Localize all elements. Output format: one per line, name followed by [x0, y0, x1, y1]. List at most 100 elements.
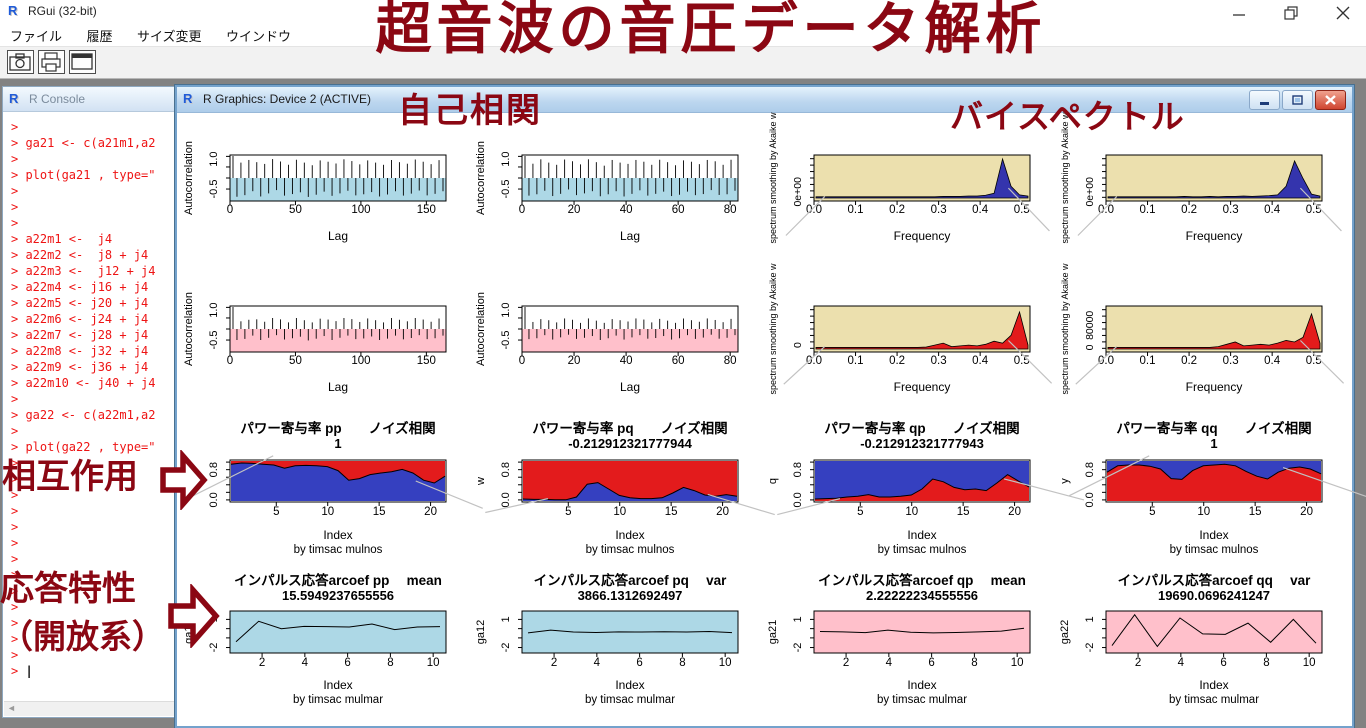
menu-history[interactable]: 履歴 [86, 29, 113, 44]
svg-text:5: 5 [1149, 506, 1155, 518]
svg-text:8: 8 [971, 657, 977, 669]
svg-text:by timsac mulmar: by timsac mulmar [1169, 694, 1259, 706]
svg-text:2: 2 [1135, 657, 1141, 669]
svg-text:0.5: 0.5 [1014, 204, 1030, 216]
svg-text:Frequency: Frequency [894, 380, 951, 394]
console-line: > [11, 200, 19, 214]
svg-text:1: 1 [792, 616, 804, 622]
text-cursor: | [25, 664, 33, 678]
graphics-close-button[interactable] [1315, 90, 1346, 110]
svg-text:インパルス応答arcoef qq var: インパルス応答arcoef qq var [1118, 572, 1312, 588]
menu-bar: ファイル 履歴 サイズ変更 ウインドウ [0, 22, 1366, 46]
svg-text:0.0: 0.0 [208, 492, 220, 507]
console-line: > ga22 <- c(a22m1,a2 [11, 408, 156, 422]
scroll-left-arrow-icon[interactable]: ◄ [4, 702, 19, 715]
plot-impulse-pq: インパルス応答arcoef pq var 3866.1312692497 1 -2 ga… [470, 567, 762, 725]
svg-text:-2: -2 [208, 643, 220, 653]
plot-power-qp: パワー寄与率 qp ノイズ相関 -0.212912321777943 0.8 0.0 q… [762, 415, 1085, 567]
close-button[interactable] [1320, 0, 1366, 26]
svg-text:ga12: ga12 [475, 620, 487, 644]
svg-text:Lag: Lag [328, 380, 348, 394]
svg-text:0.3: 0.3 [931, 355, 947, 367]
console-line: > plot(ga22 , type=" [11, 440, 156, 454]
console-line: > [11, 584, 19, 598]
svg-text:-0.212912321777943: -0.212912321777943 [860, 436, 984, 451]
svg-text:Index: Index [323, 528, 352, 542]
overlay-response-label: 応答特性 [0, 570, 136, 608]
console-line: > a22m10 <- j40 + j4 [11, 376, 156, 390]
svg-text:-0.5: -0.5 [500, 331, 512, 350]
console-line: > [11, 536, 19, 550]
plot-bispectrum-21: 0 spectrum smoothing by Akaike w 0.0 0.1 0.2… [762, 263, 1054, 413]
close-icon [1336, 6, 1350, 20]
svg-text:by timsac mulnos: by timsac mulnos [586, 544, 675, 556]
console-hscrollbar[interactable]: ◄ [4, 701, 175, 716]
svg-text:1: 1 [334, 436, 341, 451]
svg-text:0.3: 0.3 [931, 204, 947, 216]
print-button[interactable] [38, 50, 65, 74]
console-line: > [11, 632, 19, 646]
svg-text:8: 8 [679, 657, 685, 669]
restore-button[interactable] [1268, 0, 1314, 26]
menu-file[interactable]: ファイル [10, 29, 63, 44]
svg-text:Index: Index [1199, 678, 1228, 692]
svg-text:spectrum smoothing by Akaike w: spectrum smoothing by Akaike w [1060, 263, 1070, 395]
svg-text:60: 60 [672, 355, 685, 367]
svg-text:Frequency: Frequency [894, 229, 951, 243]
plot-bispectrum-22: 80000 0 spectrum smoothing by Akaike w 0.0 0… [1054, 263, 1346, 413]
svg-text:15: 15 [373, 506, 386, 518]
svg-text:by timsac mulmar: by timsac mulmar [585, 694, 675, 706]
svg-text:80: 80 [724, 204, 737, 216]
console-output[interactable]: > > ga21 <- c(a21m1,a2 > > plot(ga21 , type… [3, 111, 532, 700]
graphics-title-text: R Graphics: Device 2 (ACTIVE) [203, 92, 372, 106]
svg-text:4: 4 [886, 657, 893, 669]
svg-text:Index: Index [907, 678, 936, 692]
menu-windows[interactable]: ウインドウ [226, 29, 292, 44]
svg-text:ga21: ga21 [767, 620, 779, 644]
svg-text:3866.1312692497: 3866.1312692497 [578, 588, 683, 603]
graphics-titlebar[interactable]: R R Graphics: Device 2 (ACTIVE) [177, 87, 1352, 113]
console-line: > [11, 520, 19, 534]
svg-text:Autocorrelation: Autocorrelation [475, 292, 487, 366]
svg-text:60: 60 [672, 204, 685, 216]
svg-text:-0.5: -0.5 [208, 331, 220, 350]
overlay-main-title: 超音波の音圧データ解析 [375, 0, 1047, 60]
graphics-restore-button[interactable] [1282, 90, 1313, 110]
console-line: > [11, 600, 19, 614]
console-line: > a22m8 <- j32 + j4 [11, 344, 149, 358]
svg-text:10: 10 [905, 506, 918, 518]
svg-text:80000: 80000 [1084, 311, 1096, 340]
svg-text:Index: Index [907, 528, 936, 542]
svg-text:ga22: ga22 [1059, 620, 1071, 644]
svg-text:-2: -2 [1084, 643, 1096, 653]
menu-resize[interactable]: サイズ変更 [136, 29, 202, 44]
console-line: > a22m2 <- j8 + j4 [11, 248, 149, 262]
svg-text:20: 20 [1008, 506, 1021, 518]
svg-text:0.0: 0.0 [1098, 204, 1114, 216]
minimize-icon [1233, 14, 1245, 16]
svg-text:パワー寄与率 pq ノイズ相関: パワー寄与率 pq ノイズ相関 [532, 420, 727, 436]
console-line: > [11, 504, 19, 518]
console-line: > [11, 456, 19, 470]
svg-text:0e+00: 0e+00 [792, 177, 804, 207]
svg-text:0.0: 0.0 [806, 355, 822, 367]
copy-image-button[interactable] [7, 50, 34, 74]
svg-text:by timsac mulmar: by timsac mulmar [877, 694, 967, 706]
svg-text:0.8: 0.8 [792, 462, 804, 477]
plot-impulse-qq: インパルス応答arcoef qq var 19690.0696241247 1 -2 g… [1054, 567, 1346, 725]
svg-text:10: 10 [427, 657, 440, 669]
svg-text:0: 0 [227, 204, 233, 216]
console-line: > ga21 <- c(a21m1,a2 [11, 136, 156, 150]
overlay-open-system-label: （開放系） [0, 618, 165, 655]
svg-text:w: w [475, 477, 487, 486]
console-line: > [11, 152, 19, 166]
svg-text:1: 1 [1210, 436, 1217, 451]
svg-text:0.2: 0.2 [1181, 204, 1197, 216]
graphics-minimize-button[interactable] [1249, 90, 1280, 110]
svg-text:15.5949237655556: 15.5949237655556 [282, 588, 394, 603]
console-line: > a22m9 <- j36 + j4 [11, 360, 149, 374]
console-focus-button[interactable] [69, 50, 96, 74]
r-logo-icon: R [8, 3, 18, 18]
minimize-button[interactable] [1216, 0, 1262, 26]
